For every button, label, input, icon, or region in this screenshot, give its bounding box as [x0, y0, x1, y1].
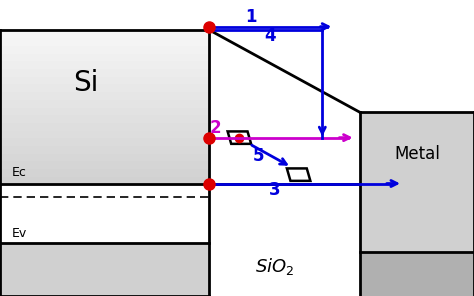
Text: 4: 4 [264, 28, 276, 46]
Polygon shape [360, 252, 474, 296]
Text: Metal: Metal [394, 145, 440, 163]
Text: Ec: Ec [12, 166, 27, 179]
Polygon shape [228, 131, 251, 144]
Text: 5: 5 [253, 147, 264, 165]
Polygon shape [360, 112, 474, 296]
Polygon shape [287, 168, 310, 181]
Polygon shape [0, 243, 209, 296]
Text: Ev: Ev [12, 227, 27, 240]
Text: Si: Si [73, 69, 98, 97]
Text: SiO$_2$: SiO$_2$ [255, 256, 295, 277]
Text: 3: 3 [269, 181, 281, 200]
Text: 1: 1 [246, 8, 257, 26]
Polygon shape [0, 30, 209, 184]
Text: 2: 2 [210, 119, 221, 137]
